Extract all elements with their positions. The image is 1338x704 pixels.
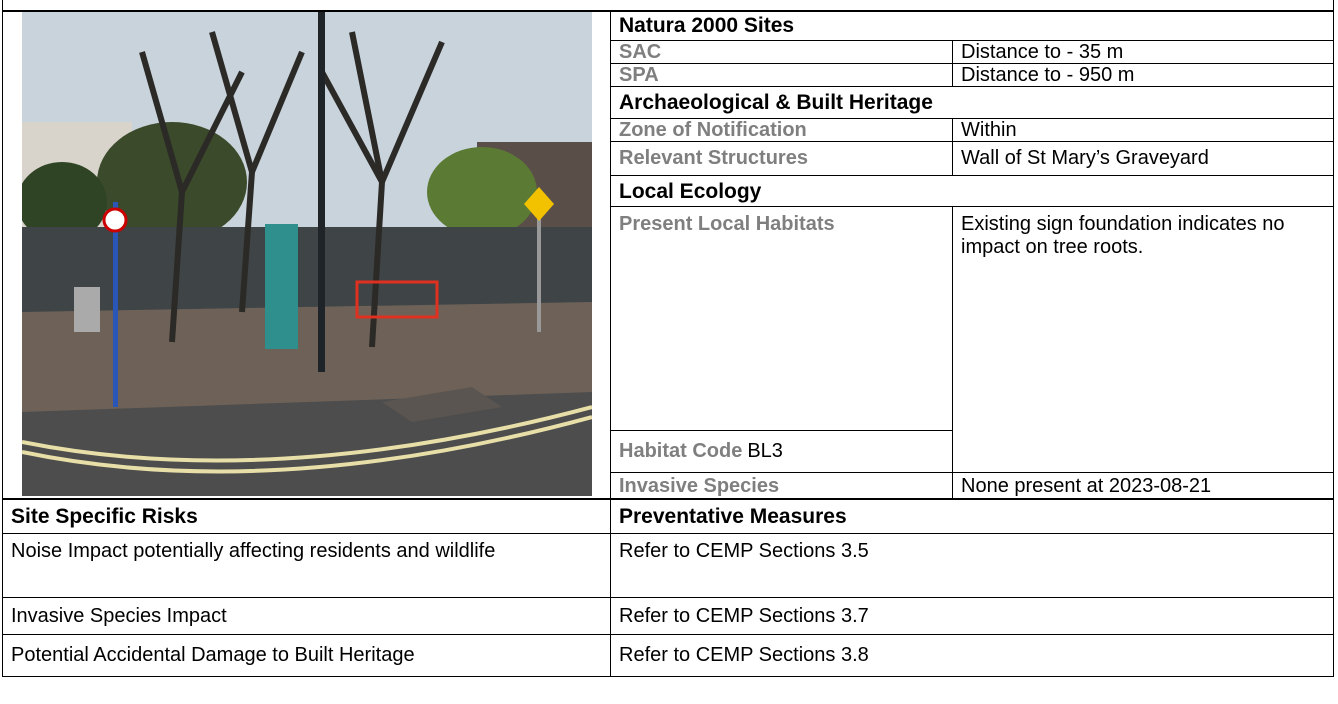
page: Natura 2000 Sites SAC Distance to - 35 m… (0, 0, 1338, 704)
table-header: Site Specific Risks (2, 498, 611, 534)
table-cell: Invasive Species Impact (2, 597, 611, 635)
field-value: None present at 2023-08-21 (952, 472, 1334, 500)
table-cell: Potential Accidental Damage to Built Her… (2, 634, 611, 677)
field-value: Within (952, 118, 1334, 142)
section-heading: Local Ecology (610, 175, 1334, 207)
section-heading: Natura 2000 Sites (610, 10, 1334, 41)
table-cell: Refer to CEMP Sections 3.5 (610, 533, 1334, 598)
field-label: Invasive Species (610, 472, 953, 500)
field-label: Habitat Code (619, 440, 742, 463)
section-heading: Archaeological & Built Heritage (610, 86, 1334, 119)
table-header: Preventative Measures (610, 498, 1334, 534)
field-value: Distance to - 950 m (952, 63, 1334, 87)
field-value: BL3 (747, 440, 783, 463)
field-value: Existing sign foundation indicates no im… (952, 206, 1334, 473)
field-label: SAC (610, 40, 953, 64)
field-label: Present Local Habitats (610, 206, 953, 431)
table-cell: Noise Impact potentially affecting resid… (2, 533, 611, 598)
table-cell: Refer to CEMP Sections 3.8 (610, 634, 1334, 677)
field-label: SPA (610, 63, 953, 87)
table-cell: Refer to CEMP Sections 3.7 (610, 597, 1334, 635)
habitat-code-cell: Habitat Code BL3 (610, 430, 953, 473)
field-label: Relevant Structures (610, 141, 953, 176)
field-value: Distance to - 35 m (952, 40, 1334, 64)
field-label: Zone of Notification (610, 118, 953, 142)
site-photo (22, 12, 592, 496)
field-value: Wall of St Mary’s Graveyard (952, 141, 1334, 176)
